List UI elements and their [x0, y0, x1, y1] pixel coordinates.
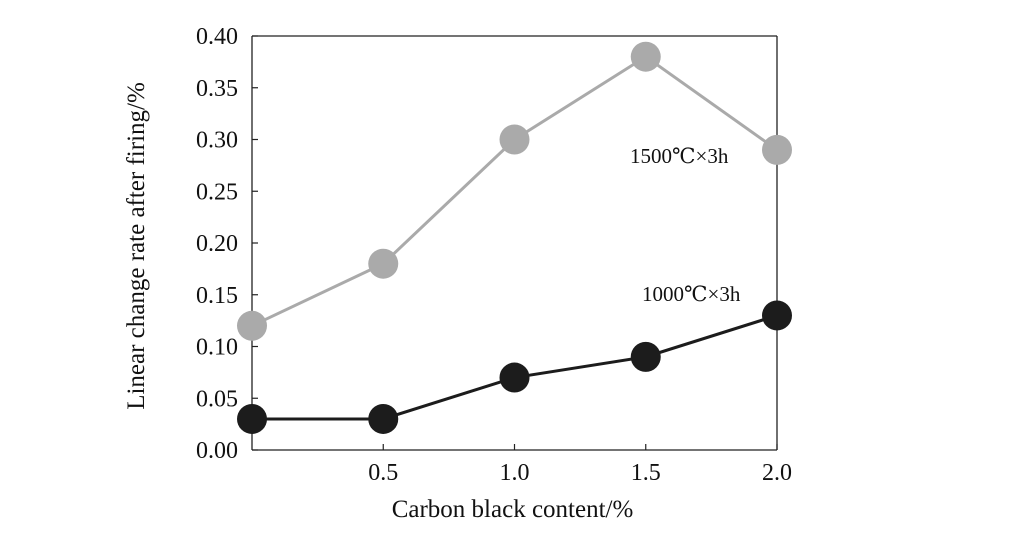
- data-point: [368, 403, 399, 434]
- y-tick-label: 0.15: [196, 283, 238, 309]
- x-tick-label: 2.0: [762, 460, 792, 486]
- series-label: 1000℃×3h: [642, 282, 741, 306]
- data-point: [368, 248, 399, 279]
- tick-marks: [252, 35, 778, 451]
- data-point: [499, 362, 530, 393]
- y-tick-label: 0.40: [196, 24, 238, 50]
- data-point: [237, 310, 267, 341]
- x-tick-label: 0.5: [368, 460, 398, 486]
- y-tick-label: 0.05: [196, 386, 238, 412]
- series-layer: [237, 41, 792, 434]
- data-point: [762, 300, 792, 331]
- y-tick-label: 0.10: [196, 335, 238, 361]
- y-tick-label: 0.20: [196, 231, 238, 257]
- y-axis-title: Linear change rate after firing/%: [123, 82, 150, 410]
- y-tick-label: 0.35: [196, 76, 238, 102]
- y-tick-label: 0.00: [196, 438, 238, 464]
- x-tick-label: 1.0: [500, 460, 530, 486]
- data-point: [630, 341, 661, 372]
- y-tick-label: 0.30: [196, 128, 238, 154]
- x-axis-title: Carbon black content/%: [392, 496, 634, 523]
- labels-layer: 0.00 0.05 0.10 0.15 0.20 0.25 0.30 0.35 0.40 0.5 1…: [123, 24, 792, 523]
- data-point: [499, 124, 530, 155]
- x-tick-label: 1.5: [631, 460, 661, 486]
- data-point: [630, 41, 661, 72]
- y-tick-label: 0.25: [196, 179, 238, 205]
- data-point: [237, 403, 267, 434]
- data-point: [762, 134, 792, 165]
- series-label: 1500℃×3h: [630, 144, 729, 168]
